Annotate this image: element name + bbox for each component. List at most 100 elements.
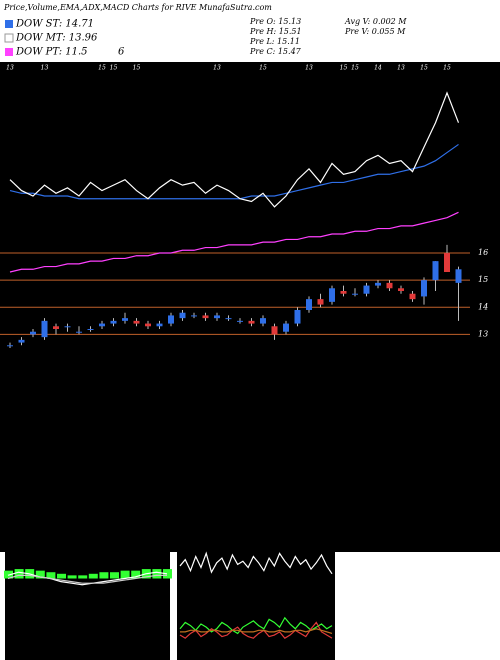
macd-histogram-bar [88, 573, 98, 579]
x-tick-label: 15 [110, 65, 118, 72]
macd-histogram-bar [163, 569, 172, 579]
candle-body [87, 329, 94, 330]
macd-histogram-bar [67, 575, 77, 579]
stat: Pre V: 0.055 M [344, 27, 406, 36]
candle-body [168, 315, 174, 324]
macd-title: MACD [5, 485, 33, 494]
x-tick-label: 13 [213, 65, 221, 72]
legend-swatch [5, 20, 13, 28]
candle-body [133, 320, 140, 324]
candle-body [340, 291, 347, 294]
candle-body [409, 293, 416, 300]
candle-body [30, 331, 36, 335]
macd-histogram-bar [4, 570, 13, 579]
x-tick-label: 13 [397, 65, 405, 72]
candle-body [18, 339, 25, 343]
candle-body [179, 312, 186, 319]
candle-body [225, 318, 232, 320]
macd-subtitle: (12,26,9 ) 15.01, 14.51, 0.5 [90, 485, 201, 494]
price-line [9, 211, 459, 273]
y-tick-label: 16 [478, 248, 488, 257]
candle-body [306, 299, 312, 310]
price-line [9, 143, 459, 200]
candle-body [99, 323, 105, 327]
candle-body [76, 331, 82, 333]
macd-histogram-bar [152, 569, 162, 579]
candle-body [156, 323, 163, 327]
candle-body [7, 345, 13, 347]
candle-body [398, 288, 404, 291]
y-tick-label: 14 [478, 302, 488, 311]
y-tick-label: 13 [478, 329, 488, 338]
y-tick-label: 15 [478, 275, 488, 284]
legend-entry: DOW ST: 14.71 [15, 19, 94, 30]
macd-histogram-bar [131, 570, 141, 579]
x-tick-label: 15 [351, 65, 359, 72]
adx-subtitle: (14 day) 18, -26, 43 [235, 485, 314, 494]
candle-body [110, 320, 117, 324]
x-tick-label: 15 [259, 65, 267, 72]
candle-body [41, 320, 48, 338]
candle-body [122, 318, 128, 321]
adx-line [179, 616, 333, 635]
stat: Pre C: 15.47 [249, 47, 302, 56]
candle-body [271, 326, 278, 335]
legend-entry: DOW MT: 13.96 [15, 33, 98, 44]
x-tick-label: 15 [340, 65, 348, 72]
adx-line [179, 621, 333, 639]
candle-body [386, 282, 393, 289]
stat: Pre O: 15.13 [249, 17, 301, 26]
adx-title: ADX [177, 485, 196, 494]
candle-body [432, 261, 439, 281]
x-tick-label: 13 [6, 65, 14, 72]
x-tick-label: 13 [41, 65, 49, 72]
chart-title: Price,Volume,EMA,ADX,MACD Charts for RIV… [3, 3, 272, 12]
candle-body [145, 323, 151, 327]
candle-body [317, 299, 324, 305]
x-tick-label: 13 [305, 65, 313, 72]
macd-histogram-bar [14, 569, 24, 579]
stat: Pre L: 15.11 [249, 37, 300, 46]
candle-body [53, 326, 59, 329]
macd-histogram-bar [57, 573, 66, 579]
adx-line [179, 551, 333, 575]
candle-body [191, 315, 197, 317]
x-tick-label: 15 [133, 65, 141, 72]
x-tick-label: 15 [98, 65, 106, 72]
candle-body [294, 310, 301, 324]
candle-body [363, 285, 370, 294]
macd-histogram-bar [110, 572, 119, 579]
macd-histogram-bar [35, 570, 45, 579]
candle-body [329, 288, 335, 302]
price-line [9, 91, 460, 208]
candle-body [260, 318, 266, 324]
candle-body [421, 280, 427, 297]
stat: Avg V: 0.002 M [344, 17, 407, 26]
candle-body [455, 269, 462, 283]
macd-histogram-bar [78, 575, 88, 579]
macd-line [7, 571, 168, 586]
candle-body [237, 320, 243, 322]
candle-body [375, 282, 381, 286]
macd-histogram-bar [46, 572, 56, 579]
candle-body [202, 315, 209, 319]
x-tick-label: 15 [443, 65, 451, 72]
stat: Pre H: 15.51 [249, 27, 302, 36]
candle-body [352, 293, 358, 295]
legend-entry: DOW PT: 11.5 [15, 47, 88, 58]
legend-swatch [4, 33, 14, 43]
candle-body [444, 253, 450, 272]
adx-line [180, 628, 333, 635]
x-tick-label: 14 [374, 65, 382, 72]
candle-body [248, 320, 255, 324]
candle-body [64, 326, 71, 328]
candle-body [283, 323, 289, 332]
candle-body [214, 315, 220, 319]
note: 6 [118, 47, 125, 58]
x-tick-label: 15 [420, 65, 428, 72]
macd-line [7, 574, 167, 584]
macd-histogram-bar [120, 570, 130, 579]
macd-histogram-bar [99, 572, 109, 579]
legend-swatch [5, 48, 13, 56]
